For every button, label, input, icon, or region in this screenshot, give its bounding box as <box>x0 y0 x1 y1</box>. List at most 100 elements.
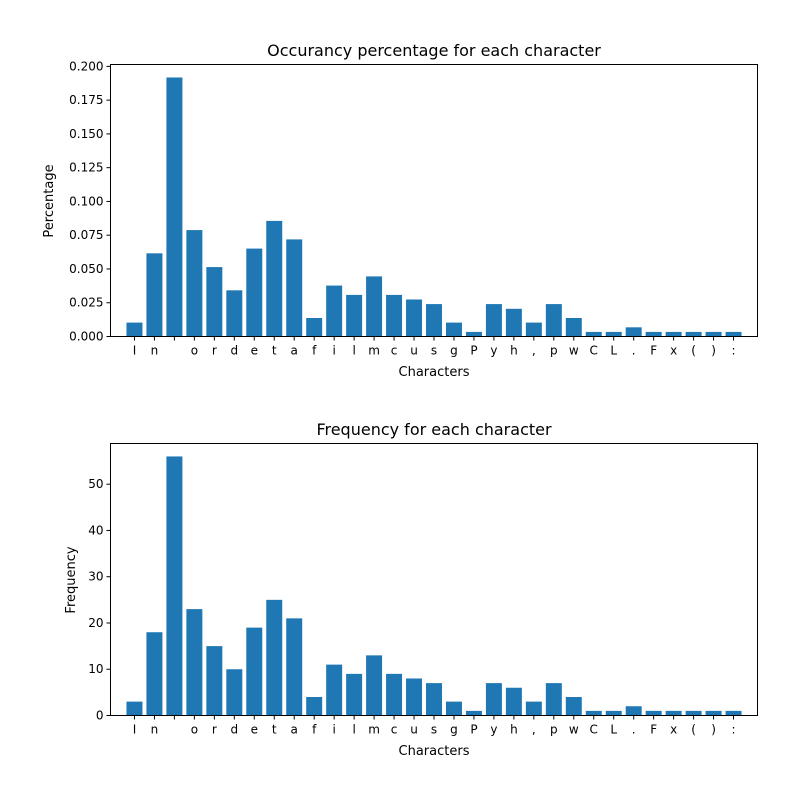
frequency-x-tick-label-25: . <box>632 723 636 737</box>
percentage-y-tick-label-6: 0.150 <box>69 127 103 141</box>
percentage-x-tick-label-20: , <box>532 344 536 358</box>
percentage-x-tick-label-10: i <box>332 344 335 358</box>
frequency-x-tick-label-26: F <box>650 723 657 737</box>
frequency-bar-2 <box>166 456 183 716</box>
frequency-x-tick-label-15: s <box>431 723 437 737</box>
percentage-y-tick-label-5: 0.125 <box>69 161 103 175</box>
percentage-y-tick-label-7: 0.175 <box>69 93 103 107</box>
percentage-chart: Occurancy percentage for each character … <box>42 41 758 380</box>
percentage-bar-6 <box>246 248 263 337</box>
frequency-x-tick-label-14: u <box>410 723 418 737</box>
frequency-x-tick-label-22: w <box>569 723 579 737</box>
frequency-y-tick-label-5: 50 <box>88 477 103 491</box>
frequency-x-tick-label-28: ( <box>691 723 696 737</box>
frequency-chart: Frequency for each character 0 10 20 30 40 50… <box>64 420 758 759</box>
frequency-y-axis-label: Frequency <box>64 546 79 613</box>
percentage-bar-10 <box>326 285 343 337</box>
percentage-bar-22 <box>565 318 582 337</box>
percentage-bar-20 <box>525 322 542 337</box>
frequency-x-tick-label-23: C <box>590 723 598 737</box>
percentage-x-axis-label: Characters <box>399 365 470 380</box>
frequency-bar-29 <box>705 710 722 716</box>
frequency-bar-10 <box>326 664 343 716</box>
frequency-bar-17 <box>465 710 482 716</box>
percentage-bar-2 <box>166 77 183 337</box>
percentage-x-tick-label-4: r <box>212 344 217 358</box>
frequency-x-tick-label-6: e <box>251 723 258 737</box>
frequency-bar-25 <box>625 706 642 716</box>
percentage-bar-30 <box>725 331 742 337</box>
frequency-x-tick-label-27: x <box>670 723 677 737</box>
frequency-bar-3 <box>186 609 203 716</box>
frequency-bar-18 <box>485 683 502 716</box>
percentage-y-tick-label-0: 0.000 <box>69 330 103 344</box>
percentage-x-tick-label-8: a <box>291 344 298 358</box>
frequency-bar-14 <box>406 678 423 716</box>
frequency-bar-4 <box>206 646 223 716</box>
frequency-x-tick-label-5: d <box>230 723 238 737</box>
percentage-bar-8 <box>286 239 303 337</box>
percentage-x-tick-label-0: I <box>133 344 137 358</box>
frequency-bar-28 <box>685 710 702 716</box>
frequency-bar-0 <box>126 701 143 716</box>
frequency-bars <box>126 456 742 716</box>
percentage-bar-21 <box>545 304 562 337</box>
frequency-y-tick-label-2: 20 <box>88 616 103 630</box>
percentage-y-tick-label-8: 0.200 <box>69 59 103 73</box>
percentage-x-tick-label-18: y <box>490 344 497 358</box>
frequency-bar-7 <box>266 599 283 716</box>
percentage-bar-9 <box>306 318 323 337</box>
percentage-x-tick-label-25: . <box>632 344 636 358</box>
percentage-x-tick-label-16: g <box>450 344 458 358</box>
percentage-x-tick-label-22: w <box>569 344 579 358</box>
percentage-x-tick-label-6: e <box>251 344 258 358</box>
frequency-y-tick-label-0: 0 <box>96 709 104 723</box>
frequency-x-tick-label-19: h <box>510 723 518 737</box>
percentage-x-tick-label-12: m <box>368 344 380 358</box>
frequency-bar-8 <box>286 618 303 716</box>
percentage-bar-28 <box>685 331 702 337</box>
percentage-x-tick-label-14: u <box>410 344 418 358</box>
percentage-bar-23 <box>585 331 602 337</box>
frequency-bar-26 <box>645 710 662 716</box>
frequency-x-tick-label-8: a <box>291 723 298 737</box>
frequency-x-axis-label: Characters <box>399 744 470 759</box>
frequency-x-tick-label-21: p <box>550 723 558 737</box>
percentage-x-tick-label-21: p <box>550 344 558 358</box>
percentage-x-tick-label-27: x <box>670 344 677 358</box>
percentage-x-tick-label-30: : <box>732 344 736 358</box>
percentage-x-tick-label-26: F <box>650 344 657 358</box>
percentage-bar-12 <box>366 276 383 337</box>
frequency-x-tick-label-7: t <box>272 723 277 737</box>
percentage-bars <box>126 77 742 337</box>
percentage-y-ticks: 0.000 0.025 0.050 0.075 0.100 0.125 0.150 0.175… <box>69 59 111 344</box>
frequency-x-tick-label-12: m <box>368 723 380 737</box>
percentage-x-tick-label-28: ( <box>691 344 696 358</box>
percentage-x-tick-label-15: s <box>431 344 437 358</box>
frequency-x-tick-label-10: i <box>332 723 335 737</box>
percentage-axes-frame <box>110 64 758 337</box>
frequency-x-tick-label-30: : <box>732 723 736 737</box>
frequency-y-tick-label-3: 30 <box>88 570 103 584</box>
frequency-x-tick-label-17: P <box>470 723 477 737</box>
percentage-bar-13 <box>386 294 403 337</box>
frequency-x-tick-label-3: o <box>191 723 198 737</box>
frequency-x-tick-label-9: f <box>312 723 317 737</box>
percentage-y-tick-label-4: 0.100 <box>69 194 103 208</box>
percentage-x-tick-label-23: C <box>590 344 598 358</box>
percentage-bar-19 <box>505 308 522 337</box>
frequency-x-tick-label-13: c <box>391 723 398 737</box>
frequency-x-tick-label-11: l <box>352 723 355 737</box>
frequency-chart-title: Frequency for each character <box>316 420 552 439</box>
percentage-x-tick-label-9: f <box>312 344 317 358</box>
percentage-x-tick-label-17: P <box>470 344 477 358</box>
frequency-bar-19 <box>505 687 522 716</box>
frequency-y-ticks: 0 10 20 30 40 50 <box>88 477 111 723</box>
frequency-bar-27 <box>665 710 682 716</box>
percentage-x-tick-label-24: L <box>610 344 617 358</box>
percentage-bar-3 <box>186 230 203 337</box>
